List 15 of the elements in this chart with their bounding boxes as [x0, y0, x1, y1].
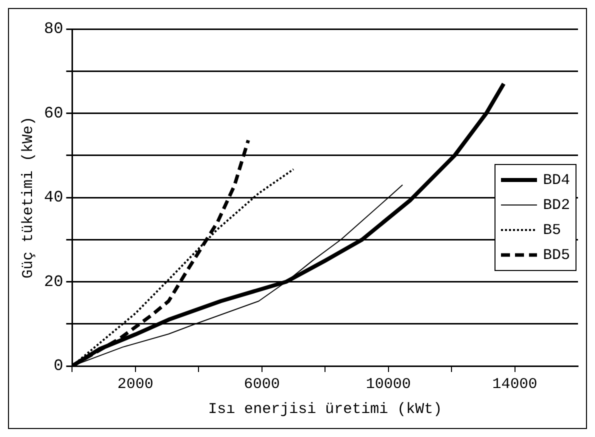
x-tick-label: 10000 — [366, 376, 411, 393]
legend-label: BD2 — [542, 196, 570, 214]
y-tick-label: 80 — [44, 20, 64, 38]
x-tick-label: 14000 — [492, 376, 538, 393]
legend-label: BD4 — [542, 172, 570, 189]
x-tick-label: 2000 — [117, 376, 154, 393]
y-tick-label: 0 — [54, 357, 64, 376]
y-tick-label: 40 — [44, 188, 64, 207]
legend-label: B5 — [542, 222, 562, 239]
y-tick-label: 20 — [44, 272, 64, 291]
x-axis-title: Isı enerjisi üretimi (kWt) — [208, 400, 442, 418]
y-axis-title: Güç tüketimi (kWe) — [20, 116, 37, 279]
y-tick-label: 60 — [44, 104, 64, 122]
x-tick-label: 6000 — [244, 376, 280, 393]
legend-label: BD5 — [542, 246, 570, 264]
